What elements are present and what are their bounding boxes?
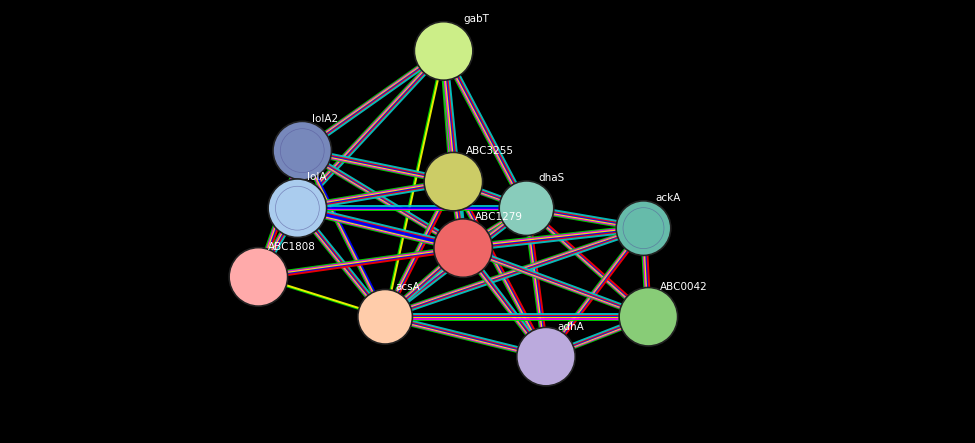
Ellipse shape — [414, 22, 473, 80]
Ellipse shape — [229, 248, 288, 306]
Ellipse shape — [268, 179, 327, 237]
Text: gabT: gabT — [463, 14, 489, 24]
Text: dhaS: dhaS — [538, 172, 565, 183]
Text: lolA: lolA — [307, 171, 327, 182]
Ellipse shape — [619, 288, 678, 346]
Text: ABC1279: ABC1279 — [475, 212, 523, 222]
Ellipse shape — [273, 121, 332, 180]
Ellipse shape — [616, 201, 671, 256]
Ellipse shape — [275, 186, 320, 230]
Ellipse shape — [517, 327, 575, 386]
Ellipse shape — [358, 289, 412, 344]
Text: ackA: ackA — [655, 193, 681, 203]
Text: ABC0042: ABC0042 — [660, 282, 708, 292]
Text: acsA: acsA — [395, 282, 419, 292]
Ellipse shape — [623, 208, 664, 249]
Ellipse shape — [434, 219, 492, 277]
Ellipse shape — [281, 128, 324, 173]
Text: ABC1808: ABC1808 — [268, 241, 316, 252]
Text: lolA2: lolA2 — [312, 114, 338, 124]
Text: ABC3255: ABC3255 — [466, 146, 514, 156]
Ellipse shape — [499, 181, 554, 236]
Ellipse shape — [424, 152, 483, 211]
Text: adhA: adhA — [558, 322, 584, 332]
